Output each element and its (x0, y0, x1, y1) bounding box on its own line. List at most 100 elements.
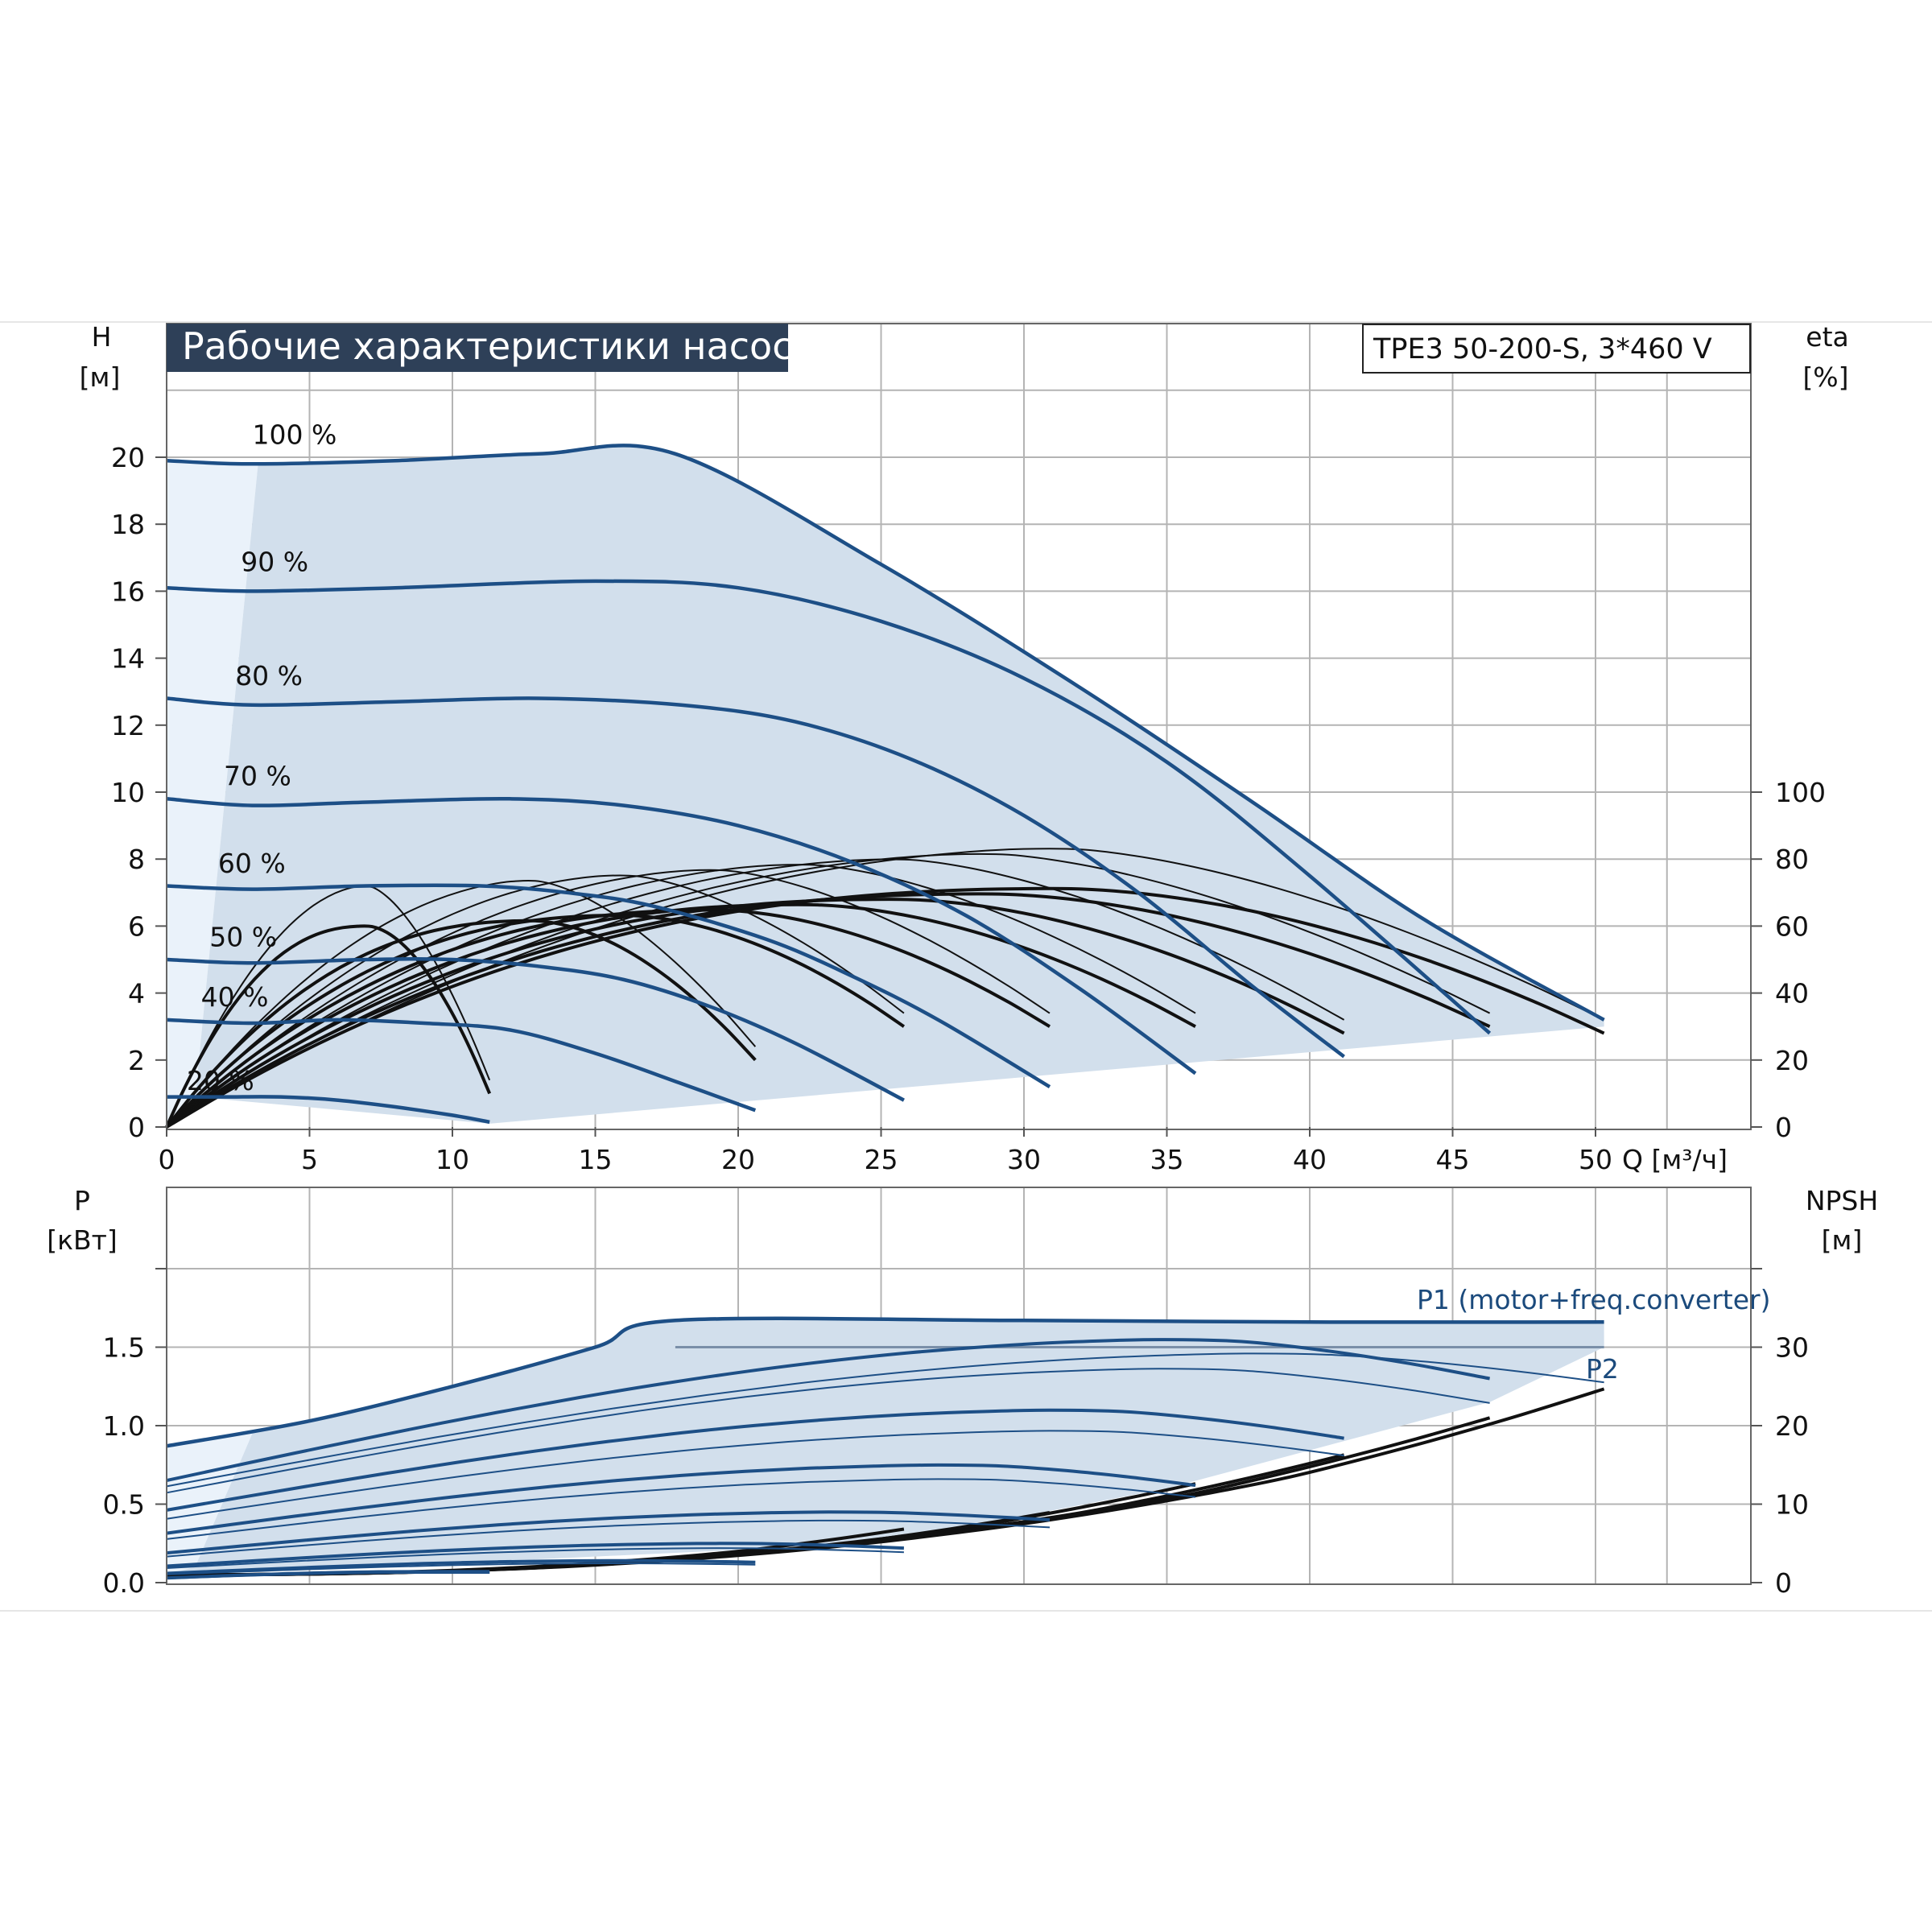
x-tick-label: 40 (1293, 1144, 1327, 1175)
y2-axis-ticks: 0 20 40 60 80 100 (1751, 777, 1826, 1143)
y-tick-label: 18 (111, 509, 145, 540)
npsh-tick-label: 0 (1775, 1567, 1792, 1599)
head-curve (166, 796, 1197, 1075)
bottom-plot-frame (166, 1187, 1752, 1585)
efficiency-curve-thin (166, 848, 1605, 1128)
y-tick-label: 14 (111, 643, 145, 675)
top-plot-frame (166, 323, 1752, 1130)
power-curve-thin (166, 1547, 904, 1569)
x-tick-label: 20 (721, 1144, 755, 1175)
x-axis-label: Q [м³/ч] (1622, 1144, 1728, 1175)
p-tick-label: 1.5 (103, 1332, 145, 1364)
y-tick-label: 4 (128, 978, 145, 1009)
head-curve (166, 579, 1492, 1035)
title-box (167, 324, 788, 372)
efficiency-curve-thin (166, 874, 905, 1128)
p-tick-label: 1.0 (103, 1410, 145, 1442)
model-box (1362, 324, 1751, 374)
npsh-tick-label: 20 (1775, 1410, 1809, 1442)
x-axis-ticks: 0 5 10 15 20 25 30 35 40 45 50 (159, 1127, 1612, 1175)
head-curve (166, 956, 905, 1102)
speed-label: 70 % (224, 761, 291, 792)
npsh-tick-label: 10 (1775, 1489, 1809, 1521)
speed-labels: 100 % 90 % 80 % 70 % 60 % 50 % 40 % 20 % (187, 419, 336, 1096)
y-axis-label: H (92, 321, 112, 353)
x-tick-label: 35 (1150, 1144, 1184, 1175)
speed-label: 20 % (187, 1065, 254, 1096)
x-tick-label: 10 (436, 1144, 469, 1175)
npsh-axis-unit: [м] (1822, 1224, 1863, 1256)
head-efficiency-plot: 0 5 10 15 20 25 30 35 40 45 50 0 2 4 6 8 10 12 14 16 18 20 0… (80, 321, 1849, 1175)
power-region (167, 1318, 1604, 1577)
power-curve-thin (166, 1478, 1196, 1540)
y2-tick-label: 60 (1775, 910, 1809, 942)
x-tick-label: 30 (1007, 1144, 1041, 1175)
speed-label: 60 % (218, 848, 286, 879)
speed-label: 100 % (253, 419, 337, 450)
y2-tick-label: 40 (1775, 978, 1809, 1009)
power-curve (166, 1338, 1490, 1483)
head-curve (166, 883, 1051, 1089)
p2-legend: P2 (1586, 1353, 1619, 1385)
p-tick-label: 0.5 (103, 1489, 145, 1521)
power-curves (166, 1316, 1604, 1580)
head-curve (167, 1095, 490, 1125)
efficiency-curve-thin (166, 869, 1051, 1128)
power-curve-thin (166, 1572, 490, 1579)
y-tick-label: 20 (111, 442, 145, 473)
x-tick-label: 15 (579, 1144, 613, 1175)
x-tick-label: 0 (159, 1144, 175, 1175)
p1-legend: P1 (motor+freq.converter) (1417, 1284, 1770, 1315)
head-curves (166, 444, 1605, 1125)
npsh-tick-label: 30 (1775, 1332, 1809, 1364)
chart-title: Рабочие характеристики насоса (182, 324, 815, 368)
efficiency-curve-thin (166, 885, 491, 1128)
power-curve (166, 1558, 756, 1575)
power-curve (166, 1510, 1051, 1555)
power-curve-thin (166, 1563, 756, 1575)
y-tick-label: 12 (111, 710, 145, 741)
y2-axis-label: eta (1806, 321, 1848, 353)
power-curve-thin (166, 1368, 1490, 1494)
power-curve (166, 1463, 1196, 1535)
speed-label: 50 % (209, 921, 277, 952)
p-axis-ticks: 0.0 0.5 1.0 1.5 (103, 1268, 167, 1599)
power-curve-thin (166, 1519, 1051, 1558)
y2-axis-unit: [%] (1802, 361, 1848, 393)
power-curve-thin (166, 1430, 1344, 1520)
efficiency-curve-thin (166, 880, 757, 1128)
efficiency-curve (165, 919, 757, 1129)
power-curve (166, 1542, 904, 1568)
y-tick-label: 10 (111, 777, 145, 808)
y2-tick-label: 0 (1775, 1112, 1792, 1143)
speed-label: 40 % (201, 981, 269, 1013)
x-tick-label: 5 (301, 1144, 318, 1175)
power-curve (166, 1408, 1344, 1512)
y2-tick-label: 100 (1775, 777, 1826, 808)
speed-label: 90 % (241, 546, 308, 577)
head-curve (166, 444, 1605, 1022)
model-label: TPE3 50-200-S, 3*460 V (1373, 333, 1712, 365)
npsh-axis-label: NPSH (1806, 1185, 1878, 1216)
p-tick-label: 0.0 (103, 1567, 145, 1599)
y-tick-label: 6 (128, 910, 145, 942)
y-tick-label: 8 (128, 844, 145, 875)
p-axis-label: P (74, 1185, 90, 1216)
y2-tick-label: 80 (1775, 844, 1809, 875)
p1-curve (166, 1316, 1604, 1448)
power-curve (166, 1570, 490, 1580)
head-curve (166, 1018, 757, 1113)
npsh-axis-ticks: 0 10 20 30 (1751, 1268, 1809, 1599)
efficiency-curve-thin (166, 858, 1345, 1128)
y-axis-ticks: 0 2 4 6 8 10 12 14 16 18 20 (111, 442, 167, 1143)
efficiency-curve (165, 914, 906, 1129)
y-tick-label: 2 (128, 1045, 145, 1076)
efficiency-curve (165, 898, 1345, 1129)
y-axis-unit: [м] (80, 361, 121, 393)
efficiency-curve-thin (166, 852, 1491, 1128)
y-tick-label: 16 (111, 576, 145, 607)
y-tick-label: 0 (128, 1112, 145, 1143)
power-npsh-plot: 0.0 0.5 1.0 1.5 0 10 20 30 P [кВт] NPSH [м] P1… (47, 1185, 1878, 1599)
y2-tick-label: 20 (1775, 1045, 1809, 1076)
